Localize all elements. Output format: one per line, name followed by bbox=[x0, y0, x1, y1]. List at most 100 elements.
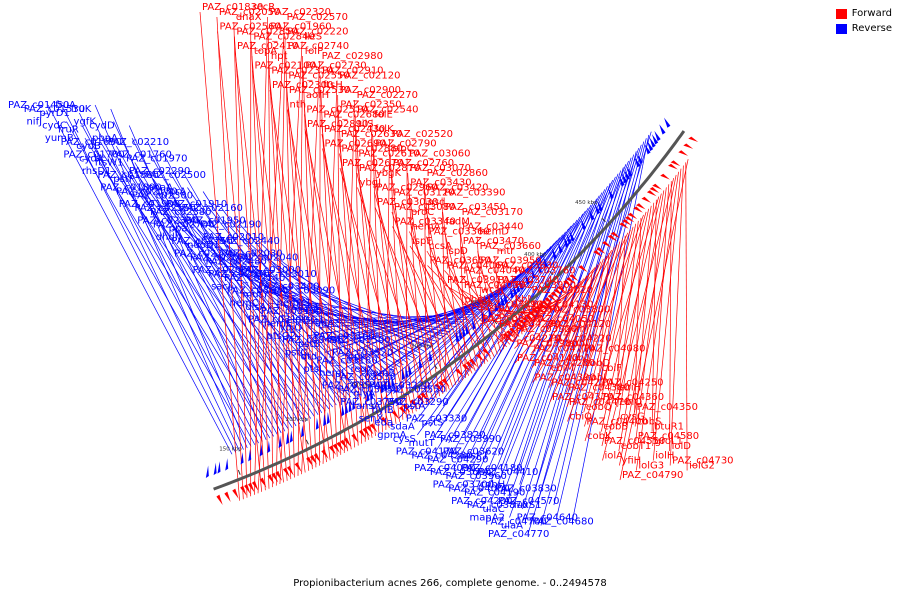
forward-gene-label: cobK bbox=[587, 431, 612, 442]
forward-gene-label: cobS bbox=[637, 417, 661, 428]
forward-gene-label: PAZ_c03940 bbox=[482, 314, 543, 325]
reverse-feature bbox=[494, 300, 499, 312]
reverse-connector bbox=[232, 269, 414, 359]
reverse-gene-label: ppk bbox=[348, 352, 367, 363]
reverse-gene-label: PAZ_c02160 bbox=[182, 203, 243, 214]
reverse-connector bbox=[261, 253, 408, 363]
reverse-feature bbox=[429, 349, 433, 362]
forward-gene-label: PAZ_c03740 bbox=[498, 275, 559, 286]
tick-mark bbox=[305, 439, 309, 445]
forward-gene-label: PAZ_c03440 bbox=[462, 222, 523, 233]
forward-feature bbox=[646, 190, 657, 197]
forward-connector bbox=[618, 190, 665, 452]
forward-gene-label: PAZ_c04130 bbox=[532, 300, 593, 311]
reverse-connector bbox=[110, 108, 248, 449]
forward-connector bbox=[321, 133, 373, 438]
reverse-gene-label: pstB bbox=[298, 339, 320, 350]
forward-feature bbox=[358, 429, 367, 439]
forward-gene-label: PAZ_c02860 bbox=[427, 168, 488, 179]
forward-connector bbox=[302, 70, 317, 468]
forward-feature bbox=[267, 474, 275, 485]
forward-feature bbox=[633, 206, 643, 213]
forward-gene-label: PAZ_c03120 bbox=[393, 188, 454, 199]
reverse-gene-label: PAZ_c03550 bbox=[385, 385, 446, 396]
forward-feature bbox=[525, 313, 535, 322]
forward-feature bbox=[578, 265, 588, 273]
forward-gene-label: ccsA bbox=[429, 241, 452, 252]
reverse-feature bbox=[543, 256, 548, 268]
reverse-gene-label: PAZ_c03220 bbox=[369, 381, 430, 392]
reverse-connector bbox=[121, 170, 308, 421]
forward-connector bbox=[408, 216, 457, 386]
forward-gene-label: kbl bbox=[515, 295, 530, 306]
reverse-gene-label: PAZ_c01690 bbox=[61, 137, 122, 148]
forward-feature bbox=[420, 392, 429, 402]
reverse-gene-label: PAZ_c02750 bbox=[171, 236, 232, 247]
forward-gene-label: aofH bbox=[306, 90, 329, 101]
forward-feature bbox=[469, 358, 478, 367]
reverse-feature bbox=[391, 374, 395, 387]
forward-gene-label: PAZ_c04550 bbox=[604, 436, 665, 447]
reverse-gene-label: hemC bbox=[230, 298, 259, 309]
forward-connector bbox=[251, 55, 288, 481]
forward-gene-label: PAZ_c02120 bbox=[339, 71, 400, 82]
forward-gene-label: recR bbox=[253, 2, 276, 13]
forward-connector bbox=[320, 119, 356, 448]
forward-gene-label: PAZ_c02610 bbox=[358, 149, 419, 160]
reverse-gene-label: cydC bbox=[42, 121, 67, 132]
reverse-gene-label: hemY1 bbox=[277, 298, 312, 309]
reverse-gene-label: PAZ_c02360 bbox=[132, 191, 193, 202]
forward-gene-label: PAZ_c03080 bbox=[394, 202, 455, 213]
reverse-connector bbox=[174, 207, 348, 400]
forward-gene-label: PAZ_c02880 bbox=[341, 144, 402, 155]
forward-gene-label: PAZ_c04280 bbox=[499, 319, 560, 330]
reverse-gene-label: eda bbox=[374, 418, 393, 429]
forward-connector bbox=[304, 128, 369, 440]
forward-gene-label: yfmJ bbox=[567, 324, 589, 335]
forward-feature bbox=[321, 449, 329, 459]
forward-gene-label: iolH bbox=[655, 451, 674, 462]
reverse-gene-label: ppa bbox=[169, 224, 188, 235]
reverse-gene-label: PAZ_c02210 bbox=[108, 137, 169, 148]
reverse-feature bbox=[597, 200, 603, 212]
reverse-gene-label: ptsG2 bbox=[266, 331, 296, 342]
reverse-feature bbox=[205, 465, 209, 478]
reverse-gene-label: PAZ_c04170 bbox=[396, 447, 457, 458]
reverse-gene-label: ulaA bbox=[501, 521, 523, 532]
forward-connector bbox=[364, 119, 373, 442]
forward-feature bbox=[556, 285, 566, 293]
forward-gene-label: PAZ_c02100 bbox=[255, 61, 316, 72]
forward-gene-label: PAZ_c04260 bbox=[534, 358, 595, 369]
forward-gene-label: PAZ_c02680 bbox=[323, 110, 384, 121]
forward-gene-label: PAZ_c03340 bbox=[395, 217, 456, 228]
forward-connector bbox=[601, 193, 662, 447]
forward-gene-label: PAZ_c03950 bbox=[480, 256, 541, 267]
forward-feature bbox=[522, 316, 531, 325]
forward-gene-label: PAZ_c03980 bbox=[516, 339, 577, 350]
forward-gene-label: PAZ_c02270 bbox=[357, 90, 418, 101]
forward-gene-label: hemD bbox=[479, 227, 509, 238]
forward-gene-label: cobI bbox=[567, 339, 588, 350]
forward-feature bbox=[409, 399, 418, 409]
forward-connector bbox=[234, 50, 284, 483]
forward-gene-label: PAZ_c02850 bbox=[236, 27, 297, 38]
reverse-gene-label: sfcA1 bbox=[292, 302, 319, 313]
forward-gene-label: yfiH bbox=[621, 456, 641, 467]
forward-connector bbox=[285, 80, 313, 470]
reverse-feature bbox=[516, 281, 521, 294]
reverse-gene-label: PAZ_c03100 bbox=[261, 306, 322, 317]
reverse-feature bbox=[217, 461, 221, 474]
forward-gene-label: PAZ_c04580 bbox=[638, 431, 699, 442]
forward-feature bbox=[366, 425, 374, 435]
forward-feature bbox=[398, 406, 407, 415]
reverse-gene-label: PAZ_c03090 bbox=[274, 286, 335, 297]
forward-gene-label: PAZ_c03470 bbox=[463, 236, 524, 247]
reverse-feature bbox=[531, 267, 536, 280]
reverse-strand-features bbox=[205, 117, 671, 478]
forward-gene-label: PAZ_c02410 bbox=[237, 41, 298, 52]
reverse-gene-label: PAZ_c01450 bbox=[8, 100, 69, 111]
forward-connector bbox=[669, 165, 684, 466]
reverse-gene-label: PAZ_c02770 bbox=[174, 249, 235, 260]
reverse-gene-label: cobH bbox=[480, 480, 505, 491]
reverse-gene-label: PAZ_c02440 bbox=[218, 236, 279, 247]
